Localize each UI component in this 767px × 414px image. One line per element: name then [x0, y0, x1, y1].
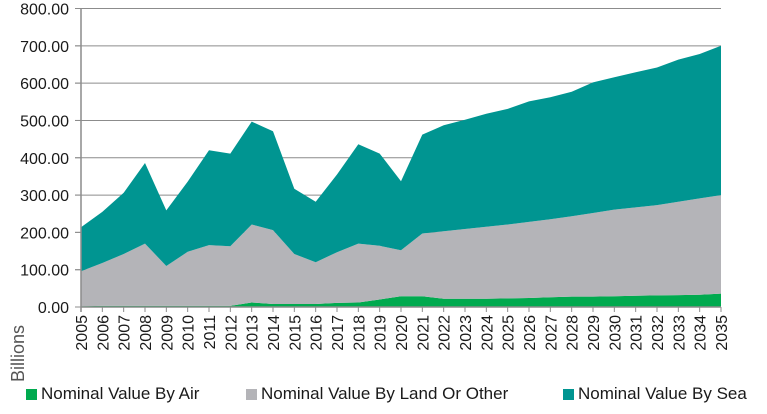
x-tick-label: 2032	[650, 315, 667, 351]
y-tick-label: 700.00	[20, 39, 69, 56]
x-tick-label: 2011	[202, 315, 219, 350]
x-tick-label: 2035	[714, 315, 731, 351]
x-tick-label: 2030	[607, 315, 624, 351]
legend-swatch-air	[26, 388, 37, 400]
area-nominal-value-by-air	[81, 293, 721, 307]
x-tick-label: 2034	[693, 315, 710, 351]
stacked-area-chart: 0.00 100.00 200.00 300.00 400.00 500.00 600.00…	[8, 2, 731, 383]
x-tick-label: 2015	[287, 315, 304, 351]
y-tick-label: 600.00	[20, 76, 69, 93]
y-tick-label: 200.00	[20, 225, 69, 242]
x-tick-label: 2028	[565, 315, 582, 351]
area-nominal-value-by-land-or-other	[81, 195, 721, 307]
x-tick-label: 2031	[629, 315, 646, 351]
x-tick-label: 2033	[671, 315, 688, 351]
legend-label-sea: Nominal Value By Sea	[578, 384, 747, 403]
x-tick-label: 2017	[330, 315, 347, 351]
x-tick-label: 2021	[415, 315, 432, 351]
legend-item-sea: Nominal Value By Sea	[563, 384, 747, 404]
x-tick-label: 2012	[223, 315, 240, 351]
x-tick-label: 2006	[95, 315, 112, 351]
y-tick-label: 800.00	[20, 2, 69, 19]
x-tick-label: 2009	[159, 315, 176, 351]
legend: Nominal Value By Air Nominal Value By La…	[0, 384, 767, 412]
y-axis-label: Billions	[8, 325, 28, 382]
x-tick-label: 2025	[501, 315, 518, 351]
x-tick-label: 2022	[437, 315, 454, 351]
x-tick-label: 2029	[586, 315, 603, 351]
x-tick-label: 2010	[181, 315, 198, 351]
legend-label-land: Nominal Value By Land Or Other	[261, 384, 509, 403]
axes	[75, 8, 722, 312]
area-nominal-value-by-sea	[81, 45, 721, 272]
x-tick-label: 2014	[266, 315, 283, 351]
area-series	[81, 45, 721, 307]
y-tick-labels: 0.00 100.00 200.00 300.00 400.00 500.00 600.00…	[20, 2, 69, 318]
x-tick-label: 2024	[479, 315, 496, 351]
legend-item-land: Nominal Value By Land Or Other	[246, 384, 508, 404]
legend-swatch-land	[246, 388, 257, 400]
legend-item-air: Nominal Value By Air	[26, 384, 199, 404]
x-tick-label: 2023	[458, 315, 475, 351]
x-tick-label: 2026	[522, 315, 539, 351]
x-tick-label: 2013	[245, 315, 262, 351]
x-tick-label: 2018	[351, 315, 368, 351]
x-tick-label: 2016	[309, 315, 326, 351]
x-tick-label: 2020	[394, 315, 411, 351]
x-tick-label: 2019	[373, 315, 390, 351]
legend-swatch-sea	[563, 388, 574, 400]
y-tick-label: 500.00	[20, 113, 69, 130]
y-tick-label: 100.00	[20, 263, 69, 280]
y-tick-label: 300.00	[20, 188, 69, 205]
x-tick-label: 2027	[543, 315, 560, 351]
x-tick-labels: 2005 2006 2007 2008 2009 2010 2011 2012 2013 2014…	[74, 315, 731, 351]
x-tick-label: 2007	[117, 315, 134, 351]
y-tick-label: 0.00	[38, 300, 69, 317]
legend-label-air: Nominal Value By Air	[41, 384, 200, 403]
x-tick-label: 2008	[138, 315, 155, 351]
x-tick-label: 2005	[74, 315, 91, 351]
y-tick-label: 400.00	[20, 151, 69, 168]
